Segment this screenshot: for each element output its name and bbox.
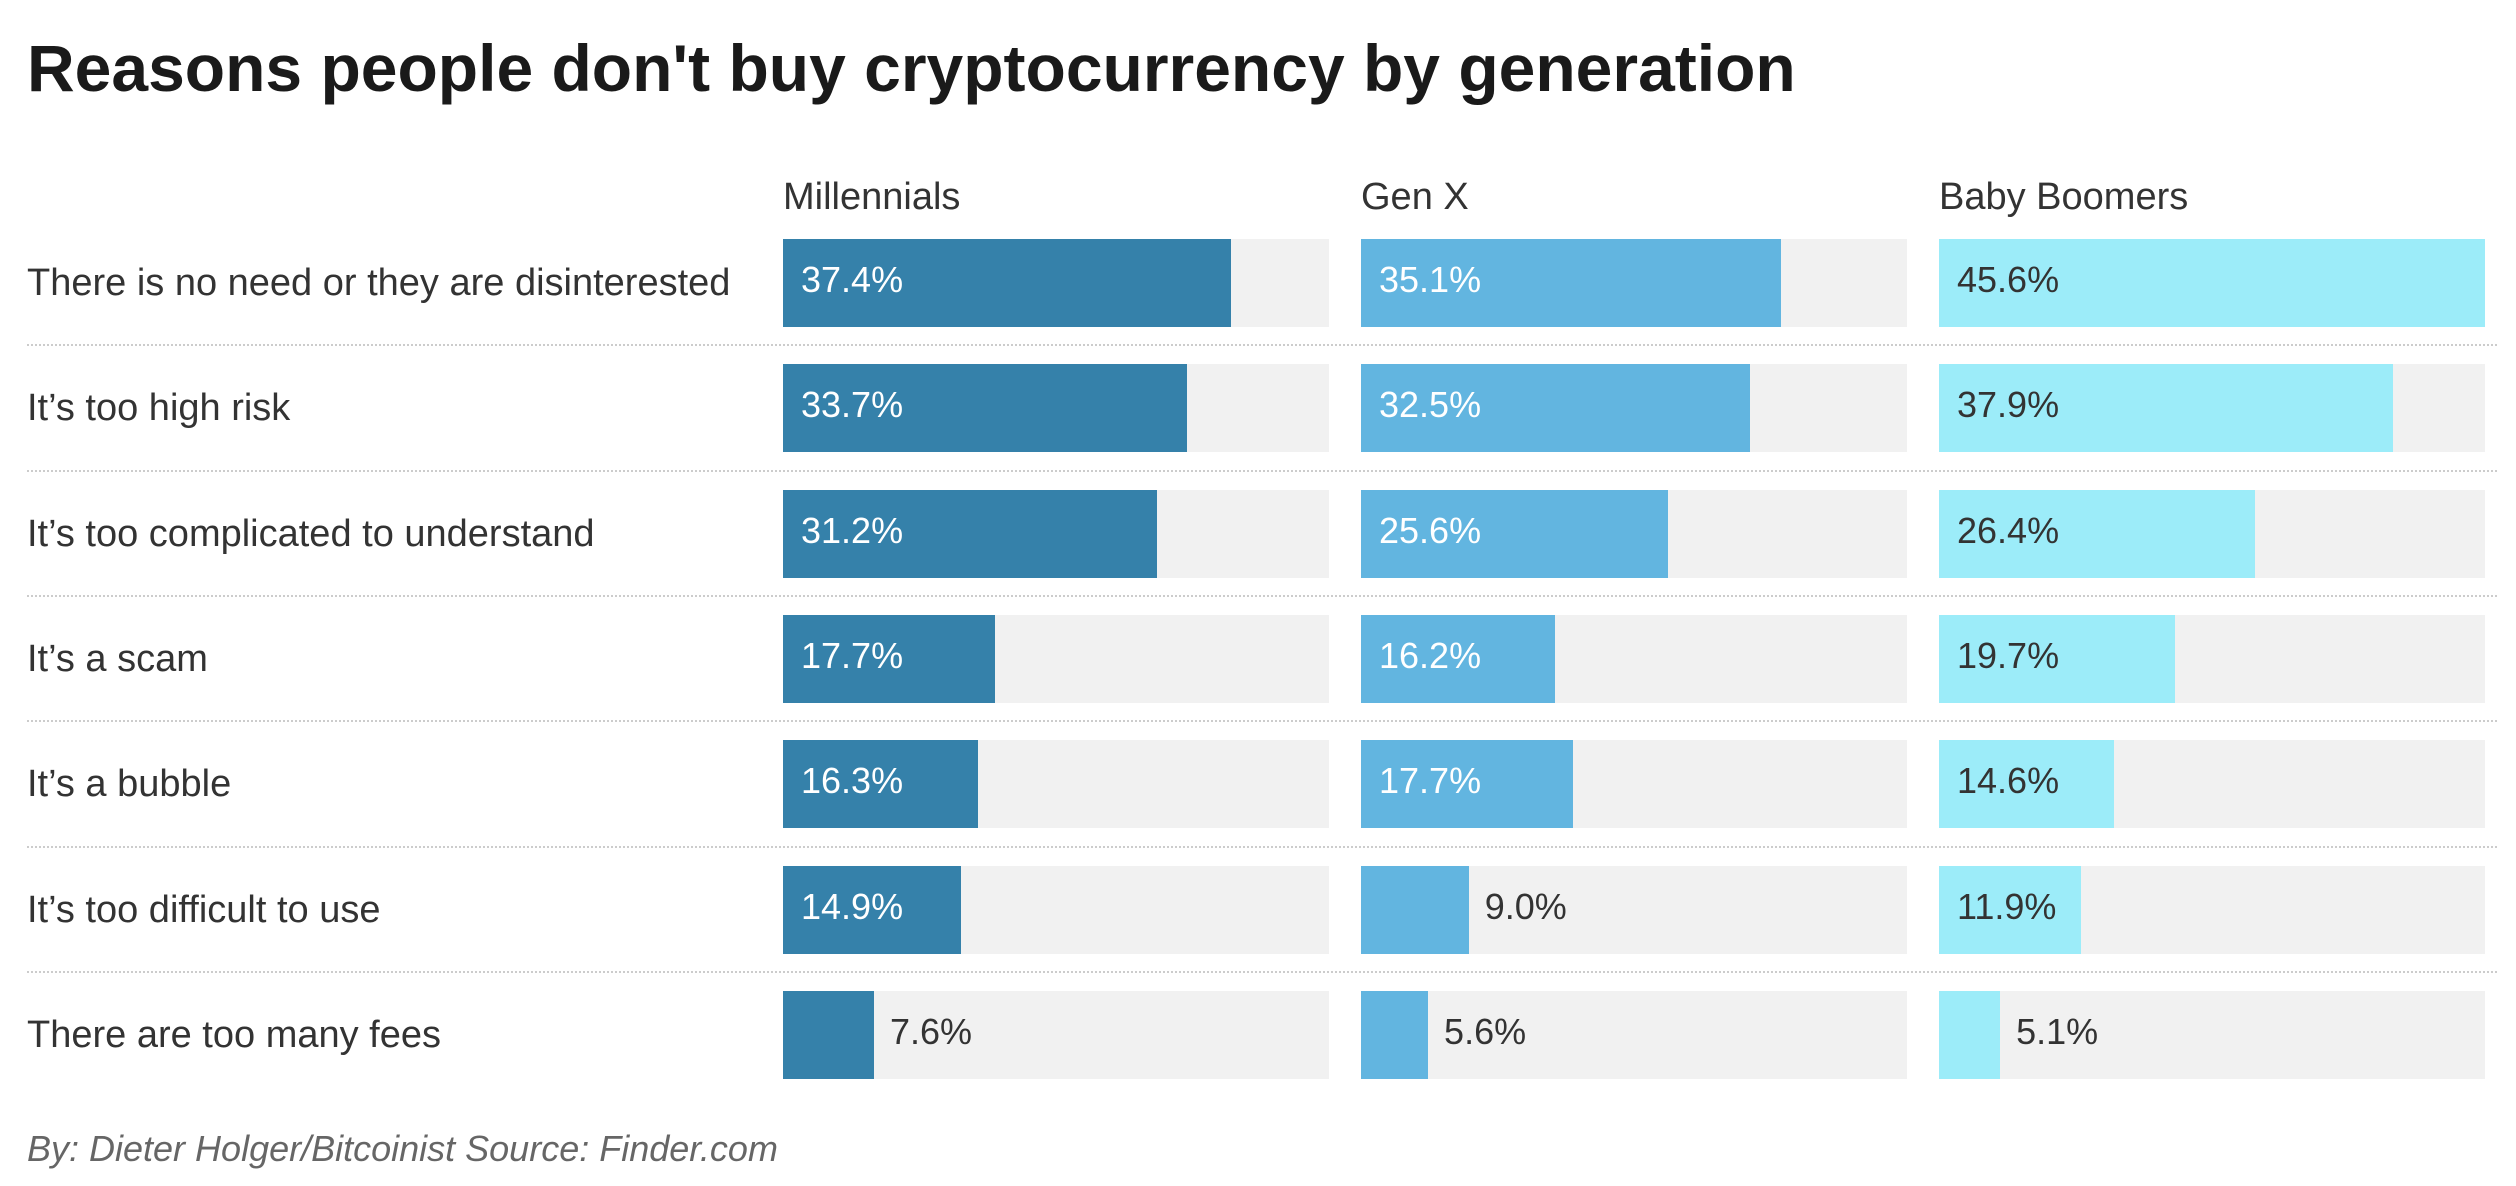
data-label: 33.7%	[801, 384, 904, 426]
bar	[783, 865, 962, 954]
bar-track: 37.4%	[783, 239, 1329, 327]
bar	[783, 614, 995, 703]
data-label: 14.6%	[1957, 760, 2060, 802]
bar	[1939, 990, 2001, 1079]
bar-track: 31.2%	[783, 489, 1329, 578]
bar-track: 7.6%	[783, 990, 1329, 1079]
bar	[1361, 865, 1469, 954]
chart-title: Reasons people don't buy cryptocurrency …	[27, 31, 1796, 105]
bar-track: 17.7%	[783, 614, 1329, 703]
bar-track: 14.6%	[1939, 740, 2485, 829]
column-header-gen-x: Gen X	[1361, 176, 1469, 218]
bar-track: 5.6%	[1361, 990, 1907, 1079]
bar	[1939, 364, 2393, 453]
row-separator	[27, 469, 2497, 472]
row-separator	[27, 845, 2497, 848]
data-label: 31.2%	[801, 509, 904, 551]
bar	[1939, 239, 2485, 327]
bar-track: 25.6%	[1361, 489, 1907, 578]
data-label: 26.4%	[1957, 509, 2060, 551]
bar	[1361, 239, 1782, 327]
category-label: It’s too difficult to use	[27, 888, 381, 931]
bar-track: 11.9%	[1939, 865, 2485, 954]
bar-track: 35.1%	[1361, 239, 1907, 327]
bar	[1939, 614, 2175, 703]
data-label: 14.9%	[801, 885, 904, 927]
bar-track: 33.7%	[783, 364, 1329, 453]
category-label: There are too many fees	[27, 1013, 441, 1056]
row-separator	[27, 720, 2497, 723]
bar	[783, 239, 1231, 327]
bar	[1361, 364, 1751, 453]
data-label: 45.6%	[1957, 259, 2060, 300]
data-label: 16.2%	[1379, 634, 1482, 676]
category-label: It’s too high risk	[27, 387, 291, 430]
bar	[1939, 740, 2114, 829]
bar-track: 14.9%	[783, 865, 1329, 954]
category-label: There is no need or they are disinterest…	[27, 262, 731, 304]
bar-track: 5.1%	[1939, 990, 2485, 1079]
column-header-baby-boomers: Baby Boomers	[1939, 176, 2189, 218]
data-label: 17.7%	[801, 634, 904, 676]
bar-track: 19.7%	[1939, 614, 2485, 703]
bar-track: 17.7%	[1361, 740, 1907, 829]
data-label: 25.6%	[1379, 509, 1482, 551]
row-separator	[27, 344, 2497, 347]
bar	[783, 740, 979, 829]
data-label: 19.7%	[1957, 634, 2060, 676]
column-header-millennials: Millennials	[783, 176, 961, 218]
data-label: 9.0%	[1484, 885, 1567, 927]
data-label: 35.1%	[1379, 259, 1482, 300]
bar-track: 37.9%	[1939, 364, 2485, 453]
bar	[783, 990, 874, 1079]
bar-track: 32.5%	[1361, 364, 1907, 453]
data-label: 5.1%	[2016, 1010, 2099, 1052]
row-separator	[27, 970, 2497, 973]
bar-track: 16.3%	[783, 740, 1329, 829]
data-label: 32.5%	[1379, 384, 1482, 426]
data-label: 37.9%	[1957, 384, 2060, 426]
bar-track: 16.2%	[1361, 614, 1907, 703]
data-label: 11.9%	[1957, 885, 2057, 927]
bar	[783, 489, 1157, 578]
bar	[1361, 489, 1668, 578]
row-separator	[27, 594, 2497, 597]
category-label: It’s too complicated to understand	[27, 512, 595, 555]
bar	[1361, 614, 1555, 703]
bar	[1939, 489, 2256, 578]
bar	[783, 364, 1187, 453]
data-label: 17.7%	[1379, 760, 1482, 802]
data-label: 37.4%	[801, 259, 904, 300]
chart-footer: By: Dieter Holger/Bitcoinist Source: Fin…	[27, 1128, 778, 1169]
category-label: It’s a scam	[27, 637, 208, 680]
data-label: 5.6%	[1444, 1010, 1527, 1052]
bar	[1939, 865, 2082, 954]
category-label: It’s a bubble	[27, 763, 232, 806]
bar-track: 45.6%	[1939, 239, 2485, 327]
bar	[1361, 990, 1429, 1079]
data-label: 16.3%	[801, 760, 904, 802]
bar	[1361, 740, 1573, 829]
bar-track: 9.0%	[1361, 865, 1907, 954]
bar-track: 26.4%	[1939, 489, 2485, 578]
data-label: 7.6%	[890, 1010, 973, 1052]
